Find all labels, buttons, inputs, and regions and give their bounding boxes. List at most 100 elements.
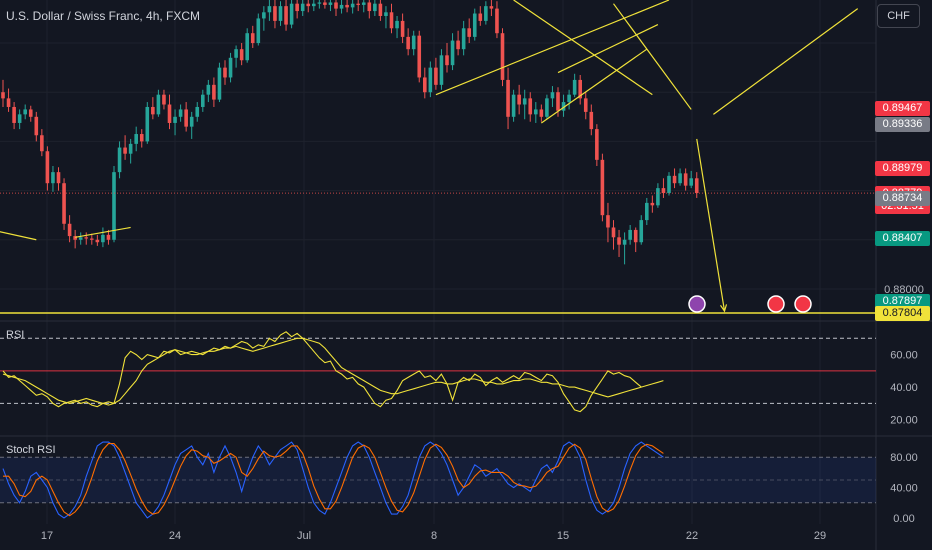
price-pane[interactable] <box>0 0 876 314</box>
candle <box>78 232 83 245</box>
candle <box>23 104 27 120</box>
candle-body <box>645 202 649 221</box>
candle-body <box>306 3 311 7</box>
candle-body <box>456 40 460 50</box>
tick-label: 20.00 <box>890 415 918 427</box>
candle <box>345 0 349 13</box>
candle-body <box>461 28 466 50</box>
candle <box>201 89 205 112</box>
candle-body <box>23 109 27 115</box>
candle-body <box>495 8 499 34</box>
candle-body <box>622 239 627 245</box>
candle <box>34 111 39 142</box>
d-series <box>3 443 664 517</box>
candle-body <box>84 237 89 239</box>
candle-body <box>273 6 277 21</box>
candle <box>56 167 61 191</box>
flag-event-icon <box>794 295 812 313</box>
candle-body <box>56 172 61 184</box>
candle <box>411 30 416 56</box>
candle <box>206 79 211 103</box>
time-label: 8 <box>430 530 438 542</box>
candle-body <box>545 98 549 117</box>
candle-body <box>423 77 427 93</box>
candle-body <box>67 223 72 237</box>
candle-body <box>400 20 405 37</box>
candle-body <box>34 116 39 136</box>
candle <box>317 0 322 9</box>
candle-body <box>256 18 261 44</box>
candle <box>289 0 294 29</box>
candle-body <box>201 94 205 107</box>
candle <box>12 102 16 130</box>
candle-body <box>361 2 366 5</box>
candle <box>506 67 510 130</box>
candle-body <box>45 151 50 184</box>
candle-body <box>289 3 294 25</box>
candle <box>434 57 438 90</box>
currency-button[interactable]: CHF <box>877 4 920 28</box>
lightning-event-icon <box>688 295 706 313</box>
candle <box>467 18 471 44</box>
candle <box>328 0 333 12</box>
candle <box>250 25 255 48</box>
candle-body <box>117 147 122 173</box>
candle <box>184 102 188 132</box>
candle <box>234 45 238 68</box>
tick-label: 40.00 <box>890 382 918 394</box>
candle <box>517 84 521 115</box>
candle-body <box>450 40 455 66</box>
candle-body <box>572 79 577 95</box>
candle <box>239 43 244 66</box>
candle-body <box>28 109 33 117</box>
candle-body <box>17 114 22 123</box>
candle-body <box>489 6 494 9</box>
candle-body <box>173 116 177 123</box>
candle-body <box>561 102 566 111</box>
candle <box>45 146 50 191</box>
trendline-5 <box>557 24 659 74</box>
candle-body <box>312 3 316 7</box>
tick-label: 80.00 <box>890 452 918 464</box>
candle-body <box>434 67 438 85</box>
candle-body <box>600 159 605 216</box>
candle <box>450 33 455 71</box>
candle-body <box>550 92 555 99</box>
candle <box>256 13 261 46</box>
trendline-3 <box>541 48 648 124</box>
candle-body <box>151 106 155 115</box>
candle <box>511 89 516 122</box>
candle <box>595 124 599 166</box>
candle-body <box>323 2 327 5</box>
candle-body <box>689 178 693 186</box>
candle <box>611 220 616 250</box>
candle <box>417 30 422 83</box>
candle <box>633 227 638 253</box>
event-markers[interactable] <box>688 295 812 313</box>
candle <box>134 126 138 152</box>
candle-body <box>250 33 255 44</box>
candle-body <box>484 6 488 21</box>
candle <box>278 1 283 26</box>
candle-body <box>267 6 272 13</box>
candle-body <box>428 67 433 93</box>
candle <box>672 168 677 189</box>
candle-body <box>128 143 133 154</box>
candle-body <box>123 147 127 154</box>
candle-body <box>639 220 644 243</box>
candle-body <box>650 202 655 206</box>
candle <box>589 104 594 136</box>
candle <box>350 0 355 14</box>
candle-body <box>694 178 699 194</box>
candle-body <box>339 4 344 9</box>
candle-body <box>467 28 471 37</box>
candle-body <box>517 94 521 105</box>
candle-body <box>506 79 510 117</box>
candle <box>561 94 566 117</box>
candle <box>395 15 399 39</box>
candle <box>528 92 533 122</box>
candle <box>361 0 366 13</box>
candle <box>312 0 316 12</box>
